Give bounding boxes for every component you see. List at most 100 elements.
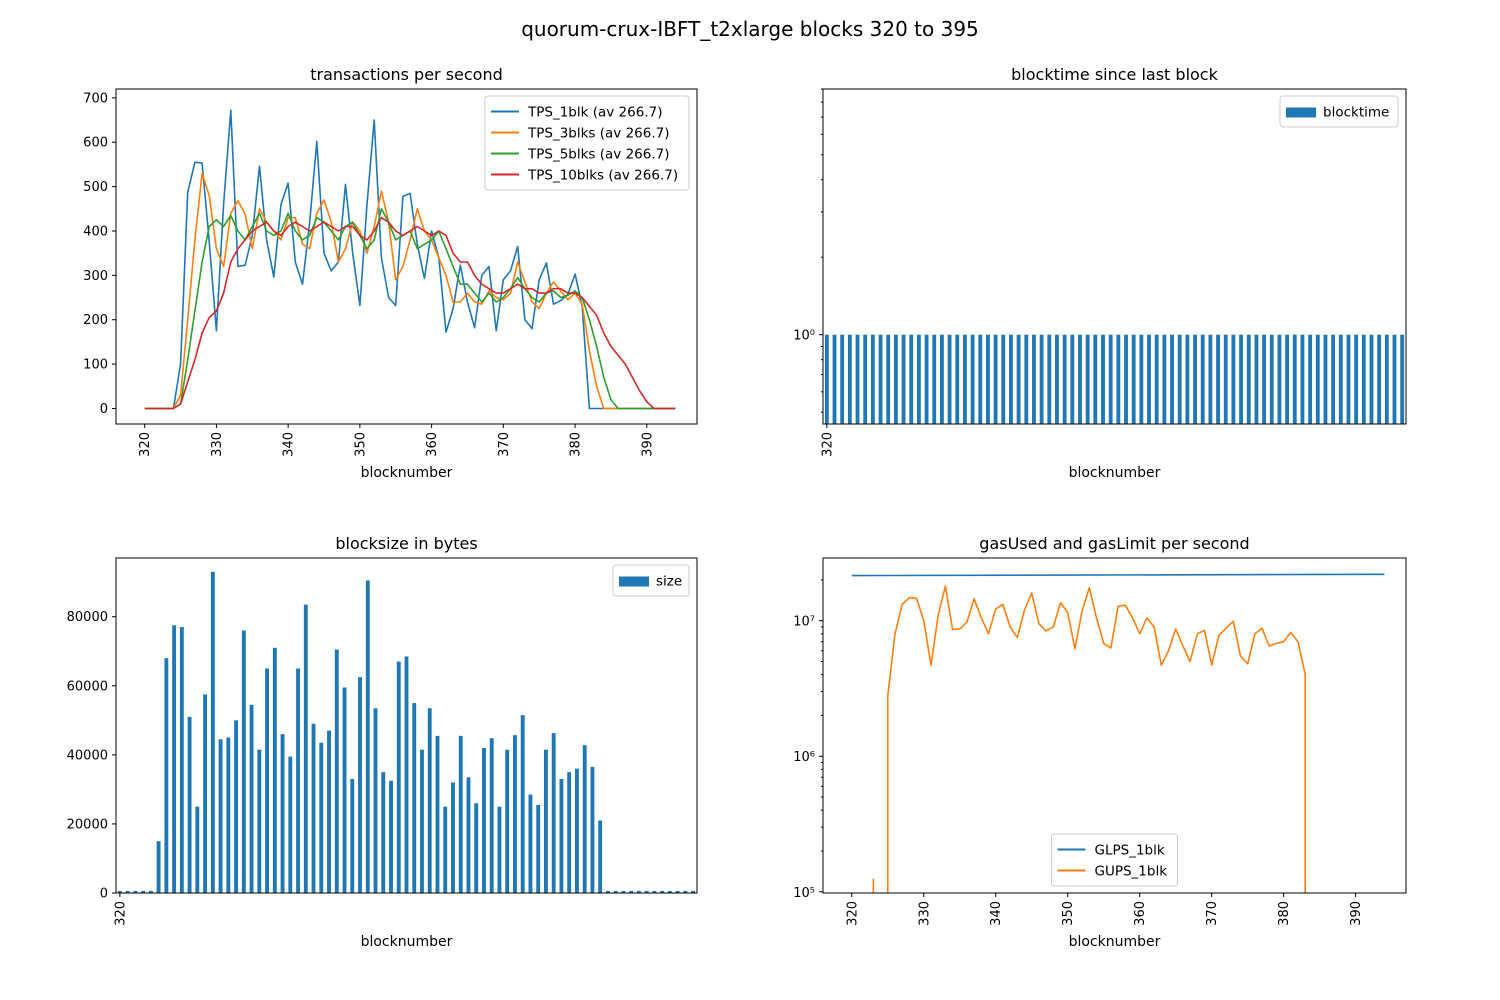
plot-area — [851, 573, 1385, 893]
legend-label: GLPS_1blk — [1095, 843, 1165, 859]
bar — [1308, 334, 1313, 424]
x-tick-label: 360 — [425, 432, 440, 457]
bar — [288, 756, 293, 893]
bar — [613, 890, 618, 893]
bar — [1292, 334, 1297, 424]
legend: GLPS_1blk GUPS_1blk — [1051, 833, 1178, 887]
x-tick-label: 350 — [1061, 901, 1076, 926]
bar — [458, 735, 463, 893]
bar — [863, 334, 868, 424]
bar — [1078, 334, 1082, 424]
legend-box — [484, 95, 690, 191]
bar — [986, 334, 990, 424]
bar — [303, 604, 308, 893]
bar — [381, 772, 386, 893]
y-tick-label: 40000 — [67, 748, 108, 763]
bar — [179, 627, 184, 893]
bar — [350, 779, 355, 893]
bar — [551, 733, 556, 893]
bar — [1108, 334, 1113, 424]
bar — [1231, 334, 1236, 424]
series-line-1 — [851, 573, 1385, 577]
bar — [667, 890, 672, 893]
y-tick-label: 60000 — [67, 679, 108, 694]
x-axis-label: blocknumber — [1069, 934, 1161, 950]
bar — [970, 334, 975, 424]
bar — [1216, 334, 1220, 424]
bar — [909, 334, 914, 424]
bar — [901, 334, 906, 424]
chart-blocktime: blocktime since last block blocknumber 10⁰… — [793, 65, 1407, 481]
x-tick-label: 320 — [845, 901, 860, 926]
x-tick-label: 330 — [917, 901, 932, 926]
bar — [1315, 334, 1320, 424]
x-tick-label: 330 — [210, 432, 225, 457]
bar — [365, 580, 370, 893]
bar — [652, 890, 657, 893]
bar — [924, 334, 929, 424]
bar — [148, 890, 153, 893]
bar — [195, 806, 200, 893]
bar — [1124, 334, 1128, 424]
legend-label: TPS_3blks (av 266.7) — [527, 126, 670, 142]
bar — [187, 716, 192, 893]
bar — [327, 730, 331, 893]
bar — [203, 694, 208, 893]
bar — [404, 656, 409, 893]
bar — [117, 890, 122, 893]
x-tick-label: 340 — [282, 432, 297, 457]
y-tick-label: 300 — [83, 269, 108, 284]
bar — [644, 890, 649, 893]
bar — [497, 806, 502, 893]
bar — [280, 734, 285, 893]
legend-label: TPS_10blks (av 266.7) — [527, 168, 678, 184]
chart-title: gasUsed and gasLimit per second — [979, 534, 1249, 553]
bar — [855, 334, 860, 424]
bar — [605, 890, 610, 893]
bar — [1177, 334, 1182, 424]
y-tick-label: 400 — [83, 224, 108, 239]
series-line-4 — [144, 216, 676, 410]
chart-blocksize: blocksize in bytes blocknumber 0 20000 40000… — [67, 534, 698, 950]
y-tick-label: 10⁰ — [793, 329, 815, 344]
plot-area — [117, 571, 696, 893]
bar — [443, 806, 448, 893]
bar — [249, 704, 254, 893]
bar — [536, 804, 541, 893]
bar — [932, 334, 937, 424]
y-tick-label: 20000 — [67, 817, 108, 832]
bar — [893, 334, 898, 424]
x-tick-label: 370 — [497, 432, 512, 457]
bar — [636, 890, 641, 893]
x-tick-label: 360 — [1133, 901, 1148, 926]
bar — [1208, 334, 1213, 424]
bar — [1093, 334, 1098, 424]
bar — [1055, 334, 1059, 424]
bar — [1239, 334, 1243, 424]
plot-area — [144, 109, 676, 410]
bar — [916, 334, 921, 424]
bar — [878, 334, 883, 424]
y-tick-label: 600 — [83, 136, 108, 151]
bar — [234, 720, 239, 893]
bar — [832, 334, 837, 424]
bar — [1016, 334, 1021, 424]
series-line-1 — [144, 109, 676, 410]
bar — [125, 890, 130, 893]
x-tick-label: 380 — [569, 432, 584, 457]
bar — [1147, 334, 1151, 424]
axes-frame — [115, 88, 698, 425]
bar — [886, 334, 891, 424]
chart-title: transactions per second — [310, 65, 503, 84]
legend: TPS_1blk (av 266.7) TPS_3blks (av 266.7) T… — [484, 95, 690, 191]
bar — [172, 625, 177, 893]
bar — [1032, 334, 1036, 424]
bar — [1223, 334, 1228, 424]
bar — [1070, 334, 1075, 424]
bar — [435, 735, 440, 893]
bar — [590, 766, 595, 893]
bar — [1193, 334, 1197, 424]
bar — [241, 630, 246, 893]
legend-box — [1279, 95, 1399, 128]
bar — [1162, 334, 1167, 424]
